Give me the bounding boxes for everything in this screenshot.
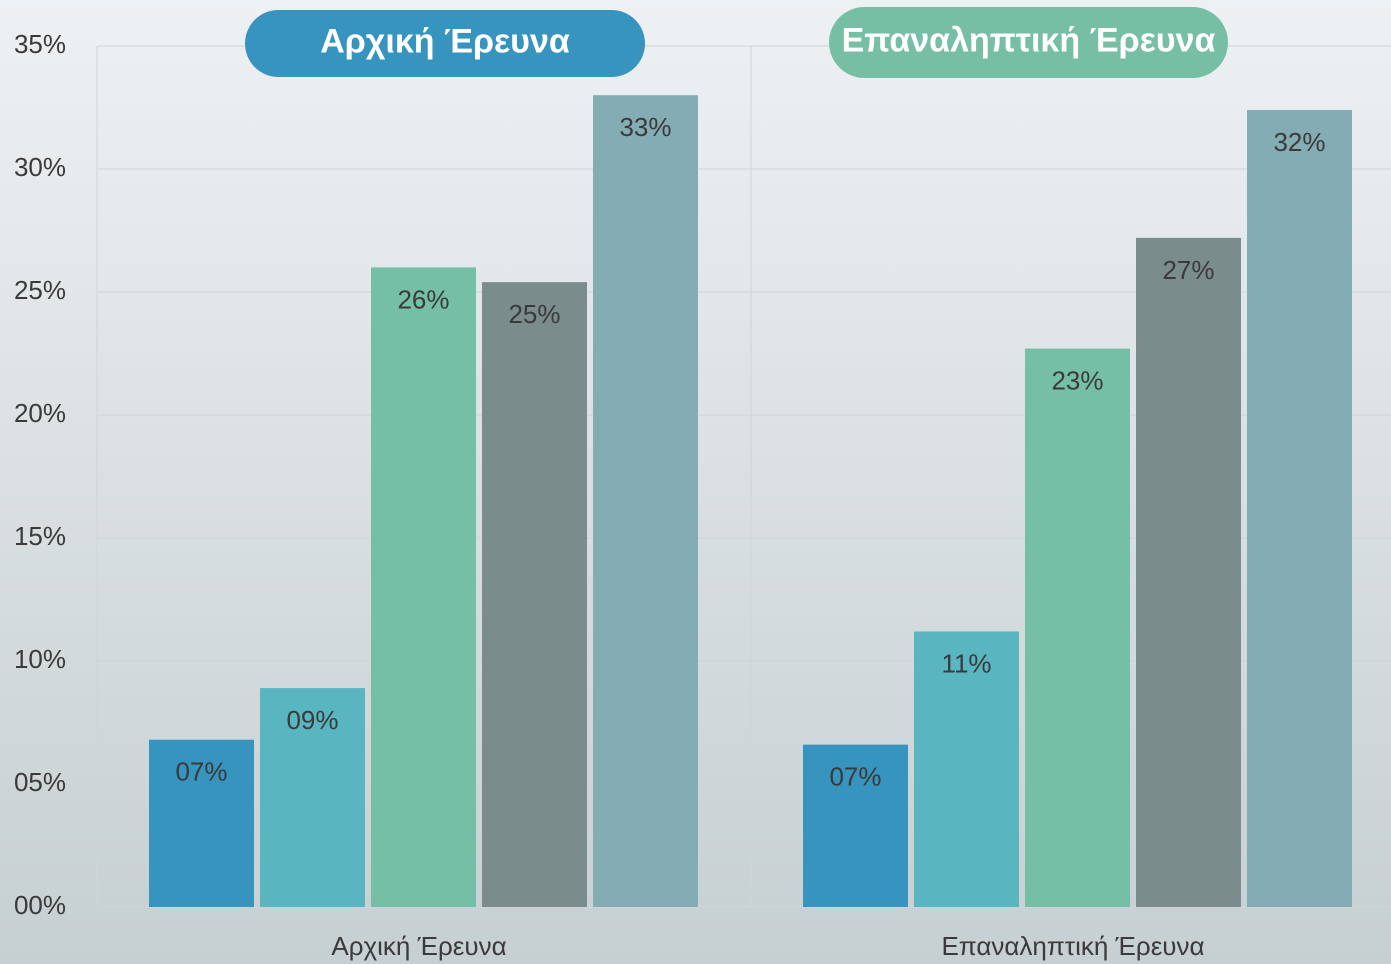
header-pill <box>245 10 645 77</box>
bar <box>371 267 476 907</box>
y-tick-label: 20% <box>14 398 66 428</box>
value-label: 07% <box>829 762 881 792</box>
value-label: 32% <box>1273 127 1325 157</box>
value-label: 09% <box>286 705 338 735</box>
header-pill <box>829 7 1228 78</box>
y-tick-label: 10% <box>14 644 66 674</box>
bar <box>1247 109 1352 907</box>
bar <box>149 739 254 907</box>
y-tick-label: 25% <box>14 275 66 305</box>
y-tick-label: 35% <box>14 29 66 59</box>
bar <box>914 631 1019 907</box>
x-tick-label: Επαναληπτική Έρευνα <box>941 931 1204 961</box>
value-label: 23% <box>1051 365 1103 395</box>
value-label: 27% <box>1162 255 1214 285</box>
header-title: Επαναληπτική Έρευνα <box>842 21 1216 59</box>
bar <box>1025 348 1130 908</box>
y-tick-label: 30% <box>14 152 66 182</box>
y-tick-label: 00% <box>14 890 66 920</box>
value-label: 33% <box>619 112 671 142</box>
y-tick-label: 15% <box>14 521 66 551</box>
value-label: 25% <box>508 299 560 329</box>
bar <box>803 744 908 907</box>
value-label: 07% <box>175 757 227 787</box>
x-tick-label: Αρχική Έρευνα <box>331 931 506 961</box>
bar <box>1136 237 1241 907</box>
header-title: Αρχική Έρευνα <box>320 22 570 60</box>
bar <box>260 688 365 907</box>
y-tick-label: 05% <box>14 767 66 797</box>
bar <box>482 282 587 907</box>
bar <box>593 95 698 907</box>
value-label: 26% <box>397 284 449 314</box>
value-label: 11% <box>941 648 991 678</box>
